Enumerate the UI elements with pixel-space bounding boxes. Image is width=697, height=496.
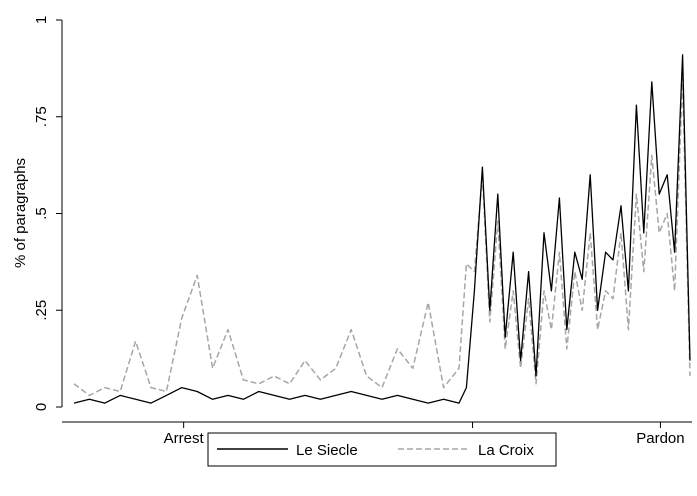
- legend-label-le-siecle: Le Siecle: [296, 442, 358, 459]
- y-axis-title: % of paragraphs: [12, 158, 29, 268]
- y-tick-label: .5: [33, 207, 50, 220]
- y-tick-label: .75: [33, 106, 50, 127]
- x-tick-label: Pardon: [636, 430, 684, 447]
- legend-label-la-croix: La Croix: [478, 442, 534, 459]
- y-tick-label: 0: [33, 403, 50, 411]
- series-layer: [73, 54, 691, 404]
- x-tick-label: Arrest: [164, 430, 205, 447]
- series-line-la-croix: [73, 77, 691, 397]
- y-axis: 0 .25 .5 .75 1: [33, 16, 63, 411]
- y-tick-label: 1: [33, 16, 50, 24]
- legend: Le Siecle La Croix: [207, 432, 557, 467]
- y-tick-label: .25: [33, 300, 50, 321]
- series-line-le-siecle: [73, 54, 691, 404]
